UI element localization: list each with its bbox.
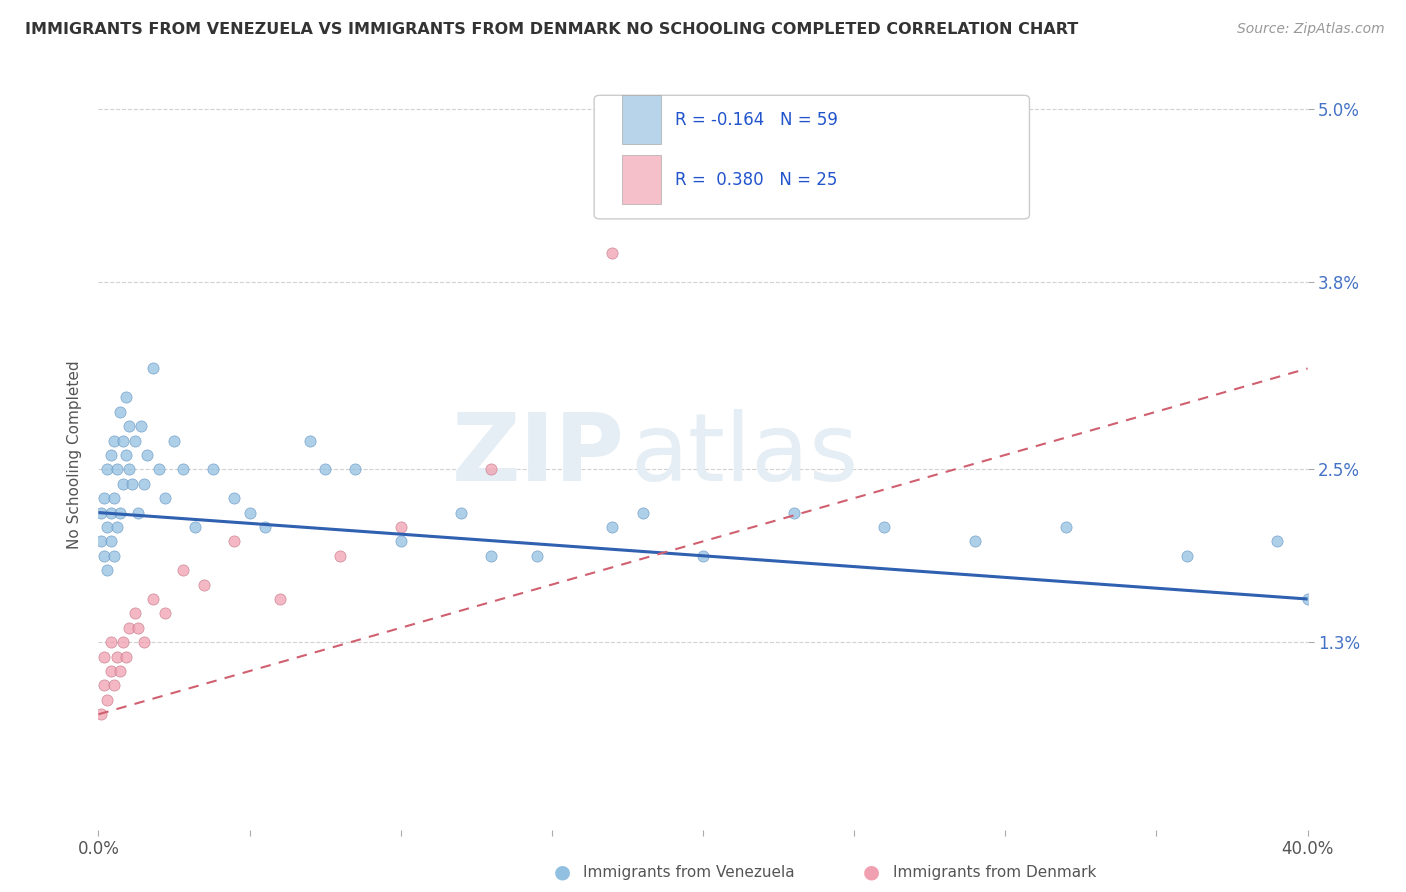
Point: [172, 563, 194, 577]
Point: [184, 520, 207, 534]
Point: [103, 434, 125, 448]
Text: ZIP: ZIP: [451, 409, 624, 501]
Point: [93, 549, 115, 563]
Point: [90, 534, 112, 549]
Point: [314, 462, 336, 476]
Bar: [621, 95, 661, 144]
Point: [1054, 520, 1077, 534]
Point: [873, 520, 896, 534]
Point: [389, 520, 412, 534]
Point: [1175, 549, 1198, 563]
Point: [114, 390, 136, 404]
Point: [783, 506, 806, 520]
Point: [103, 549, 125, 563]
Point: [93, 678, 115, 692]
Point: [105, 520, 128, 534]
Point: [172, 462, 194, 476]
Point: [202, 462, 225, 476]
Point: [692, 549, 714, 563]
Point: [389, 534, 412, 549]
Text: IMMIGRANTS FROM VENEZUELA VS IMMIGRANTS FROM DENMARK NO SCHOOLING COMPLETED CORR: IMMIGRANTS FROM VENEZUELA VS IMMIGRANTS …: [25, 22, 1078, 37]
Point: [96, 693, 118, 707]
Point: [450, 506, 472, 520]
Point: [142, 592, 165, 607]
Point: [602, 520, 624, 534]
Point: [224, 491, 246, 505]
Point: [965, 534, 987, 549]
FancyBboxPatch shape: [595, 95, 1029, 219]
Point: [344, 462, 367, 476]
Point: [1296, 592, 1319, 607]
Point: [299, 434, 322, 448]
Point: [96, 520, 118, 534]
Point: [93, 491, 115, 505]
Point: [100, 635, 122, 649]
Point: [103, 491, 125, 505]
Point: [111, 635, 134, 649]
Point: [148, 462, 170, 476]
Point: [253, 520, 276, 534]
Point: [124, 607, 146, 621]
Point: [114, 649, 136, 664]
Point: [100, 664, 122, 678]
Point: [108, 405, 131, 419]
Point: [105, 649, 128, 664]
Point: [153, 491, 176, 505]
Point: [224, 534, 246, 549]
Point: [132, 476, 155, 491]
Bar: [621, 155, 661, 204]
Text: R =  0.380   N = 25: R = 0.380 N = 25: [675, 171, 838, 189]
Point: [127, 621, 149, 635]
Point: [1267, 534, 1289, 549]
Point: [132, 635, 155, 649]
Point: [90, 506, 112, 520]
Point: [114, 448, 136, 462]
Point: [96, 462, 118, 476]
Point: [481, 549, 503, 563]
Point: [163, 434, 186, 448]
Point: [108, 664, 131, 678]
Point: [103, 678, 125, 692]
Y-axis label: No Schooling Completed: No Schooling Completed: [67, 360, 83, 549]
Point: [135, 448, 157, 462]
Text: Source: ZipAtlas.com: Source: ZipAtlas.com: [1237, 22, 1385, 37]
Text: R = -0.164   N = 59: R = -0.164 N = 59: [675, 111, 838, 129]
Text: Immigrants from Venezuela: Immigrants from Venezuela: [583, 865, 796, 880]
Text: ●: ●: [863, 863, 880, 882]
Point: [129, 419, 152, 434]
Point: [239, 506, 262, 520]
Point: [93, 649, 115, 664]
Point: [481, 462, 503, 476]
Point: [118, 621, 141, 635]
Point: [111, 434, 134, 448]
Point: [105, 462, 128, 476]
Point: [111, 476, 134, 491]
Text: ●: ●: [554, 863, 571, 882]
Point: [118, 419, 141, 434]
Point: [100, 506, 122, 520]
Point: [96, 563, 118, 577]
Point: [153, 607, 176, 621]
Point: [127, 506, 149, 520]
Point: [100, 534, 122, 549]
Point: [193, 577, 215, 591]
Text: Immigrants from Denmark: Immigrants from Denmark: [893, 865, 1097, 880]
Point: [269, 592, 291, 607]
Point: [602, 246, 624, 260]
Point: [631, 506, 654, 520]
Text: atlas: atlas: [630, 409, 859, 501]
Point: [90, 707, 112, 722]
Point: [124, 434, 146, 448]
Point: [118, 462, 141, 476]
Point: [329, 549, 352, 563]
Point: [100, 448, 122, 462]
Point: [108, 506, 131, 520]
Point: [142, 361, 165, 376]
Point: [121, 476, 143, 491]
Point: [526, 549, 548, 563]
